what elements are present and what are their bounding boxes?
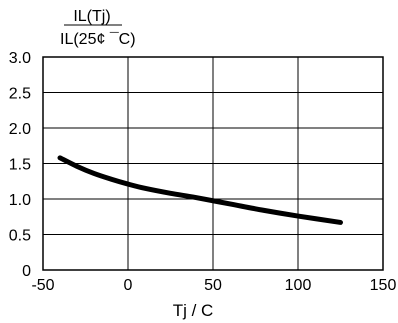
y-tick-labels: 0 0.5 1.0 1.5 2.0 2.5 3.0: [9, 50, 31, 280]
x-tick-label: -50: [31, 277, 54, 294]
x-tick-label: 150: [370, 277, 397, 294]
y-tick-label: 3.0: [9, 50, 31, 67]
y-tick-label: 0: [22, 263, 31, 280]
y-tick-label: 2.5: [9, 86, 31, 103]
series-line: [57, 155, 343, 225]
x-tick-labels: -50 0 50 100 150: [31, 277, 396, 294]
grid: [42, 56, 384, 271]
y-tick-label: 2.0: [9, 121, 31, 138]
x-tick-label: 50: [204, 277, 222, 294]
y-axis-label-numerator: IL(Tj): [73, 8, 110, 25]
x-tick-label: 100: [285, 277, 312, 294]
y-axis-label-denominator: IL(25¢ ¯C): [60, 31, 136, 48]
x-tick-label: 0: [124, 277, 133, 294]
y-tick-label: 0.5: [9, 228, 31, 245]
y-tick-label: 1.5: [9, 157, 31, 174]
y-tick-label: 1.0: [9, 192, 31, 209]
plot-frame: [42, 56, 384, 271]
x-axis-label: Tj / C: [173, 301, 214, 320]
